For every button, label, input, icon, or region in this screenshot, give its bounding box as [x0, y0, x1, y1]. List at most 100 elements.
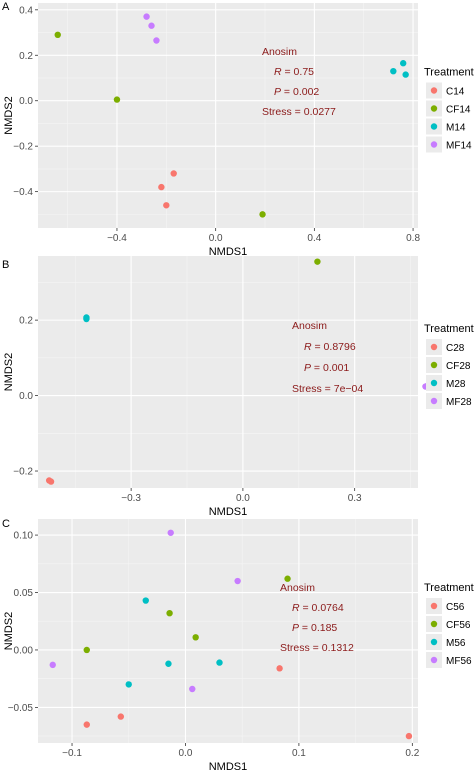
- point-m56: [216, 659, 223, 666]
- legend: Treatment C14 CF14 M14 MF14: [424, 67, 474, 153]
- legend-title: Treatment: [424, 582, 474, 594]
- panel-label: B: [2, 259, 9, 271]
- point-cf14: [259, 211, 266, 218]
- point-m14: [399, 60, 407, 67]
- anosim-annotation: P = 0.185: [292, 622, 337, 634]
- y-tick-label: 0.10: [14, 531, 34, 542]
- point-mf14: [143, 13, 150, 20]
- x-axis-title: NMDS1: [209, 761, 248, 773]
- legend-entry: M56: [446, 638, 466, 649]
- legend-swatch: [430, 105, 438, 112]
- point-cf14: [113, 96, 121, 103]
- panel-label: A: [2, 1, 10, 13]
- plot-background: [38, 519, 418, 743]
- legend-swatch: [430, 620, 438, 628]
- point-m28: [83, 315, 90, 323]
- legend-swatch: [430, 638, 438, 646]
- legend-entry: CF28: [446, 361, 471, 372]
- x-tick-label: 0.8: [406, 233, 420, 244]
- x-tick-label: 0.1: [292, 748, 306, 759]
- legend: Treatment C56 CF56 M56 MF56: [424, 582, 474, 668]
- legend-entry: MF56: [446, 656, 472, 667]
- legend-entry: MF28: [446, 397, 472, 408]
- legend-entry: CF14: [446, 105, 471, 116]
- legend-swatch: [430, 87, 438, 94]
- y-axis-title: NMDS2: [3, 353, 15, 392]
- y-tick-label: 0.2: [19, 316, 33, 327]
- point-cf56: [192, 634, 199, 641]
- legend: Treatment C28 CF28 M28 MF28: [424, 323, 474, 409]
- panel-b: −0.3 0.0 0.3 0.2 0.0 −0.2 NMDS1 NMDS2 B Anosim R =…: [2, 256, 474, 518]
- point-m56: [142, 597, 149, 604]
- anosim-annotation: R = 0.0764: [292, 602, 344, 614]
- x-tick-label: −0.1: [62, 748, 82, 759]
- legend-entry: C14: [446, 87, 465, 98]
- y-tick-label: −0.2: [13, 142, 33, 153]
- legend-entry: MF14: [446, 141, 472, 152]
- x-tick-label: 0.0: [236, 493, 250, 504]
- legend-entry: C28: [446, 343, 465, 354]
- anosim-annotation: R = 0.75: [274, 66, 314, 78]
- y-axis-title: NMDS2: [3, 612, 15, 651]
- point-mf56: [189, 685, 196, 693]
- x-tick-label: 0.2: [405, 748, 419, 759]
- y-tick-label: −0.05: [8, 703, 34, 714]
- point-m14: [402, 71, 409, 78]
- legend-entry: CF56: [446, 620, 471, 631]
- point-c28: [47, 478, 55, 485]
- y-tick-label: 0.00: [14, 645, 34, 656]
- y-tick-label: −0.4: [13, 187, 33, 198]
- anosim-annotation: Anosim: [280, 582, 315, 594]
- x-axis-title: NMDS1: [209, 506, 248, 518]
- anosim-annotation: P = 0.002: [274, 86, 319, 98]
- point-cf56: [83, 646, 90, 654]
- anosim-annotation: Stress = 0.0277: [262, 106, 336, 118]
- panel-label: C: [2, 518, 10, 530]
- legend-swatch: [430, 379, 438, 387]
- legend-swatch: [430, 141, 438, 148]
- point-cf56: [166, 609, 173, 617]
- legend-swatch: [430, 602, 438, 610]
- y-tick-label: 0.4: [19, 5, 33, 16]
- panel-c: −0.1 0.0 0.1 0.2 0.10 0.05 0.00 −0.05 NMDS1 NMDS2…: [2, 518, 474, 773]
- point-cf56: [284, 575, 291, 582]
- y-tick-label: 0.05: [14, 588, 34, 599]
- point-c56: [83, 721, 90, 728]
- x-tick-label: −0.3: [121, 493, 141, 504]
- point-c56: [276, 665, 283, 672]
- plot-background: [38, 3, 418, 228]
- anosim-annotation: Anosim: [262, 46, 297, 58]
- point-mf56: [49, 661, 56, 669]
- legend-swatch: [430, 123, 438, 130]
- anosim-annotation: R = 0.8796: [304, 341, 356, 353]
- point-m56: [165, 660, 172, 667]
- point-c14: [170, 170, 177, 177]
- y-tick-label: −0.2: [13, 467, 33, 478]
- plot-background: [38, 256, 418, 488]
- point-cf14: [54, 31, 61, 39]
- panel-a: −0.4 0.0 0.4 0.8 0.4 0.2 0.0 −0.2 −0.4 NMDS1 NMDS2…: [2, 1, 474, 258]
- y-tick-label: 0.0: [19, 96, 33, 107]
- point-c14: [158, 183, 165, 191]
- anosim-annotation: P = 0.001: [304, 362, 349, 374]
- point-mf14: [148, 22, 155, 29]
- legend-title: Treatment: [424, 67, 474, 79]
- legend-entry: C56: [446, 602, 465, 613]
- point-c56: [405, 732, 413, 740]
- x-tick-label: 0.4: [307, 233, 321, 244]
- x-tick-label: 0.3: [348, 493, 362, 504]
- point-m56: [125, 681, 132, 688]
- y-tick-label: 0.2: [19, 51, 33, 62]
- legend-swatch: [430, 343, 438, 351]
- y-tick-label: 0.0: [19, 391, 33, 402]
- x-tick-label: 0.0: [209, 233, 223, 244]
- legend-swatch: [430, 397, 438, 405]
- point-c56: [117, 713, 125, 720]
- point-mf56: [234, 577, 241, 585]
- y-axis-title: NMDS2: [3, 96, 15, 135]
- legend-entry: M14: [446, 123, 466, 134]
- x-tick-label: 0.0: [179, 748, 193, 759]
- legend-title: Treatment: [424, 323, 474, 335]
- point-m14: [390, 67, 397, 75]
